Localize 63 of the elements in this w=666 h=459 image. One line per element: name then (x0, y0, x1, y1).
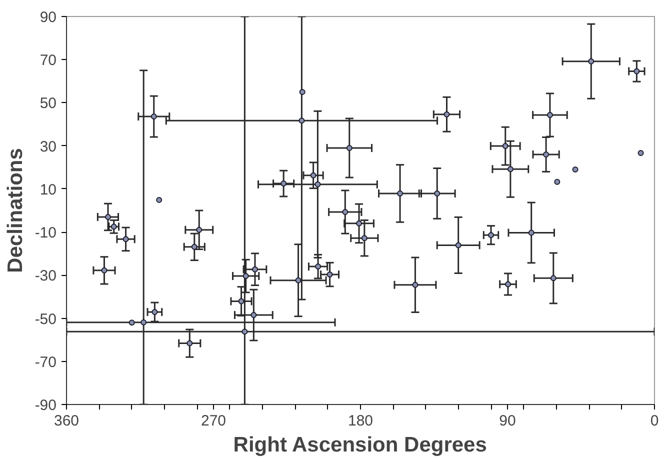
point (152, 309, 158, 316)
point (196, 226, 202, 233)
point (122, 236, 129, 242)
point (310, 172, 316, 178)
point (638, 150, 644, 156)
y-axis-title: Declinations (4, 148, 27, 273)
y-tick-label: -90 (34, 397, 57, 414)
y-tick-label: 90 (40, 9, 57, 26)
point (186, 340, 193, 346)
point (346, 144, 352, 151)
point (101, 267, 108, 274)
point (326, 272, 333, 278)
x-axis-title: Right Ascension Degrees (233, 434, 487, 456)
point (280, 180, 287, 187)
point (156, 196, 162, 203)
point (342, 209, 348, 216)
point (242, 273, 249, 280)
point (444, 111, 450, 118)
point (140, 319, 147, 326)
point (543, 151, 550, 158)
point (528, 230, 534, 236)
point (546, 112, 553, 118)
point (455, 242, 462, 248)
point (150, 114, 157, 120)
y-tick-label: 70 (40, 52, 57, 70)
point (242, 328, 248, 335)
y-tick-label: 30 (40, 138, 57, 156)
x-tick-label: 270 (200, 412, 226, 430)
point (299, 88, 306, 95)
x-tick-label: 360 (54, 412, 80, 430)
point (507, 166, 514, 172)
y-tick-label: 10 (40, 181, 57, 198)
point (488, 232, 494, 238)
point (315, 264, 322, 270)
point (412, 282, 418, 288)
x-tick-label: 90 (499, 412, 516, 430)
x-tick-label: 0 (650, 412, 659, 430)
point (298, 118, 305, 124)
point (572, 166, 578, 173)
y-tick-label: -70 (34, 354, 57, 371)
y-tick-label: 50 (40, 95, 57, 112)
point (361, 235, 368, 242)
y-tick-label: -10 (34, 224, 57, 242)
y-tick-label: -50 (34, 310, 57, 328)
point (252, 266, 258, 272)
point (588, 58, 594, 64)
point (295, 277, 302, 284)
point (434, 190, 440, 196)
point (128, 320, 135, 326)
point (502, 143, 508, 150)
point (634, 68, 640, 74)
y-tick-label: -30 (34, 268, 57, 285)
point (554, 178, 560, 185)
point (191, 244, 198, 250)
point (356, 220, 362, 226)
point (238, 298, 244, 304)
point (504, 281, 511, 288)
point (104, 214, 111, 220)
point (550, 275, 556, 282)
point (250, 312, 257, 318)
point (314, 181, 321, 188)
x-tick-label: 180 (348, 412, 374, 430)
point (397, 190, 404, 196)
